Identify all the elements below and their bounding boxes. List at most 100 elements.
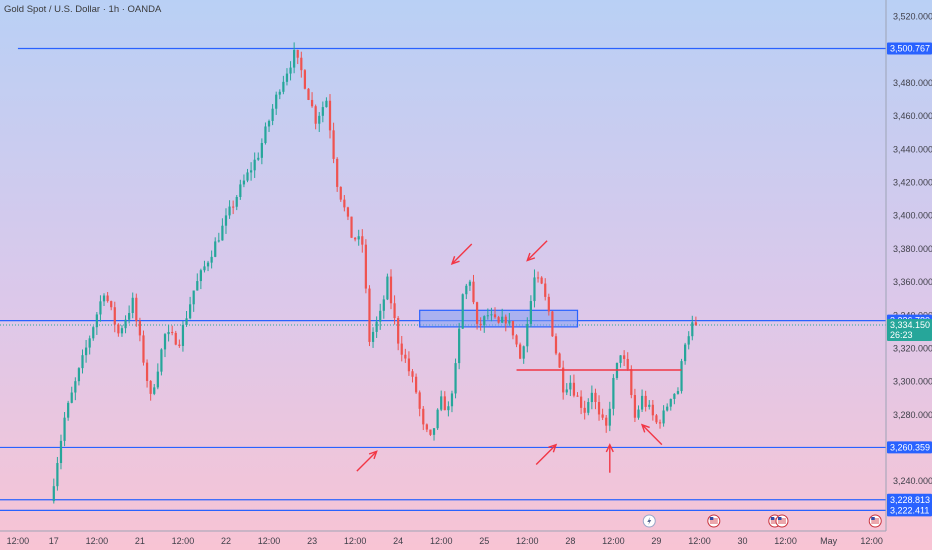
- candle-body[interactable]: [662, 410, 665, 424]
- annotation-arrow[interactable]: [535, 443, 558, 466]
- candle-body[interactable]: [694, 322, 697, 325]
- candle-body[interactable]: [626, 358, 629, 370]
- candle-body[interactable]: [354, 237, 357, 240]
- candle-body[interactable]: [196, 281, 199, 291]
- candle-body[interactable]: [382, 299, 385, 311]
- candle-body[interactable]: [379, 310, 382, 322]
- candle-body[interactable]: [84, 347, 88, 356]
- level-price-tag[interactable]: 3,222.411: [887, 504, 932, 517]
- candle-body[interactable]: [171, 331, 174, 333]
- candle-body[interactable]: [77, 368, 81, 382]
- candle-body[interactable]: [440, 396, 443, 410]
- candle-body[interactable]: [81, 355, 84, 369]
- candle-body[interactable]: [282, 81, 285, 92]
- candle-body[interactable]: [110, 301, 113, 308]
- candle-body[interactable]: [447, 406, 450, 411]
- candle-body[interactable]: [357, 236, 360, 240]
- candle-body[interactable]: [113, 307, 116, 325]
- candle-body[interactable]: [375, 321, 378, 332]
- candle-body[interactable]: [203, 266, 206, 271]
- candle-body[interactable]: [422, 408, 425, 425]
- candle-body[interactable]: [637, 409, 640, 418]
- candle-body[interactable]: [443, 396, 446, 411]
- candle-body[interactable]: [601, 414, 604, 418]
- candle-body[interactable]: [293, 49, 296, 68]
- candle-body[interactable]: [676, 391, 680, 394]
- candle-body[interactable]: [407, 358, 411, 372]
- candle-body[interactable]: [515, 335, 518, 345]
- candle-body[interactable]: [314, 106, 317, 124]
- candle-body[interactable]: [425, 424, 428, 430]
- candle-body[interactable]: [167, 331, 170, 335]
- candle-body[interactable]: [640, 395, 644, 410]
- annotation-arrow[interactable]: [640, 423, 663, 446]
- candle-body[interactable]: [242, 180, 246, 185]
- candle-body[interactable]: [52, 486, 55, 502]
- candle-body[interactable]: [651, 404, 654, 416]
- candle-body[interactable]: [418, 392, 421, 409]
- candle-body[interactable]: [189, 304, 192, 319]
- candle-body[interactable]: [199, 270, 202, 282]
- candle-body[interactable]: [458, 328, 461, 364]
- candle-body[interactable]: [655, 415, 658, 423]
- candle-body[interactable]: [605, 417, 608, 426]
- candle-body[interactable]: [691, 322, 694, 337]
- candle-body[interactable]: [630, 369, 633, 396]
- candle-body[interactable]: [450, 393, 454, 407]
- candle-body[interactable]: [587, 402, 590, 413]
- candle-body[interactable]: [99, 301, 102, 315]
- candle-body[interactable]: [393, 303, 396, 319]
- candle-body[interactable]: [386, 276, 389, 300]
- candle-body[interactable]: [135, 297, 138, 322]
- candle-body[interactable]: [257, 157, 260, 160]
- us-flag-icon[interactable]: [775, 514, 789, 528]
- candle-body[interactable]: [547, 296, 550, 312]
- candle-body[interactable]: [479, 323, 482, 326]
- candle-body[interactable]: [106, 295, 109, 302]
- candle-body[interactable]: [572, 382, 576, 396]
- candle-body[interactable]: [142, 335, 145, 363]
- candle-body[interactable]: [185, 318, 188, 325]
- candle-body[interactable]: [432, 428, 436, 435]
- candle-body[interactable]: [56, 463, 59, 487]
- candle-body[interactable]: [88, 338, 91, 348]
- candle-body[interactable]: [318, 115, 321, 124]
- candle-body[interactable]: [576, 395, 579, 397]
- candle-body[interactable]: [67, 402, 70, 418]
- candle-body[interactable]: [253, 159, 256, 171]
- candle-body[interactable]: [307, 88, 310, 100]
- candle-body[interactable]: [544, 283, 547, 297]
- candle-body[interactable]: [648, 404, 651, 407]
- candle-body[interactable]: [497, 317, 500, 323]
- level-price-tag[interactable]: 3,228.813: [887, 493, 932, 506]
- candle-body[interactable]: [267, 120, 271, 127]
- us-flag-icon[interactable]: [868, 514, 882, 528]
- candle-body[interactable]: [436, 409, 439, 429]
- annotation-arrow[interactable]: [605, 443, 614, 473]
- candle-body[interactable]: [321, 107, 324, 116]
- candle-body[interactable]: [332, 130, 335, 159]
- candle-body[interactable]: [206, 262, 210, 267]
- candle-body[interactable]: [468, 281, 472, 286]
- candle-body[interactable]: [565, 389, 568, 393]
- candle-body[interactable]: [389, 276, 393, 304]
- candle-body[interactable]: [271, 108, 274, 121]
- candle-body[interactable]: [472, 281, 475, 303]
- candle-body[interactable]: [149, 380, 152, 394]
- candle-body[interactable]: [619, 355, 622, 363]
- candle-body[interactable]: [529, 301, 532, 324]
- candle-body[interactable]: [163, 334, 167, 350]
- candle-body[interactable]: [235, 196, 238, 207]
- candle-body[interactable]: [95, 314, 98, 328]
- candle-body[interactable]: [70, 392, 73, 403]
- candle-body[interactable]: [210, 256, 213, 263]
- candle-body[interactable]: [117, 324, 120, 334]
- candle-body[interactable]: [486, 315, 489, 317]
- candle-body[interactable]: [246, 172, 249, 181]
- lightning-icon[interactable]: [642, 514, 656, 528]
- candle-body[interactable]: [501, 316, 504, 323]
- candle-body[interactable]: [303, 70, 307, 89]
- candle-body[interactable]: [74, 381, 77, 393]
- candle-body[interactable]: [343, 199, 346, 208]
